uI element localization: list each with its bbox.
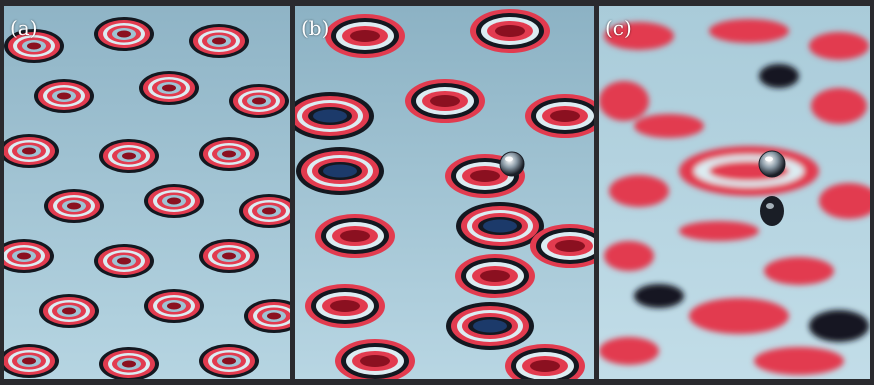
water-droplet-c-reflection bbox=[760, 196, 784, 226]
panel-b: (b) bbox=[295, 6, 594, 379]
water-droplet-c-upper bbox=[758, 150, 786, 178]
panel-c: (c) bbox=[599, 6, 870, 379]
panel-label-b: (b) bbox=[301, 16, 330, 40]
panel-label-c: (c) bbox=[605, 16, 632, 40]
panel-c-image bbox=[599, 6, 870, 379]
panel-label-a: (a) bbox=[10, 16, 38, 40]
wave-blobs-c bbox=[599, 19, 870, 375]
water-droplet-b bbox=[499, 151, 525, 177]
panel-a: (a) bbox=[4, 6, 290, 379]
panel-a-image bbox=[4, 6, 290, 379]
panel-b-image bbox=[295, 6, 594, 379]
